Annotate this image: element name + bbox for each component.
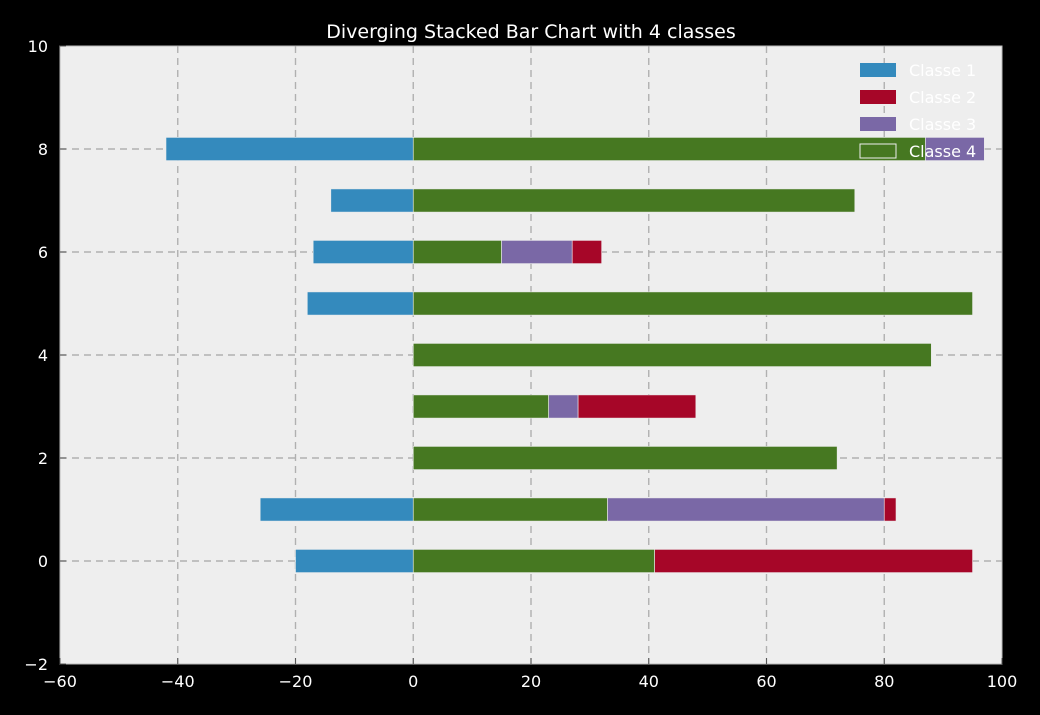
bar-classe-4 bbox=[412, 549, 655, 573]
y-tick-label: 2 bbox=[38, 449, 48, 468]
bar-classe-4 bbox=[412, 343, 932, 367]
y-tick-label: −2 bbox=[24, 655, 48, 674]
bar-classe-3 bbox=[925, 137, 985, 161]
bar-layer bbox=[165, 137, 985, 573]
x-tick-label: 40 bbox=[639, 672, 659, 691]
bar-classe-2 bbox=[654, 549, 973, 573]
x-tick-label: −40 bbox=[161, 672, 195, 691]
bar-classe-1 bbox=[165, 137, 414, 161]
legend-label: Classe 2 bbox=[909, 88, 976, 107]
bar-classe-3 bbox=[607, 497, 885, 522]
x-tick-label: 20 bbox=[521, 672, 541, 691]
y-tick-label: 0 bbox=[38, 552, 48, 571]
y-tick-label: 6 bbox=[38, 243, 48, 262]
bar-classe-4 bbox=[412, 394, 549, 419]
legend-label: Classe 3 bbox=[909, 115, 976, 134]
legend-label: Classe 4 bbox=[909, 142, 976, 161]
bar-classe-1 bbox=[312, 240, 414, 264]
legend: Classe 1 Classe 2 Classe 3 Classe 4 bbox=[859, 61, 976, 161]
bar-classe-3 bbox=[548, 394, 579, 419]
y-tick-label: 8 bbox=[38, 140, 48, 159]
bar-classe-2 bbox=[577, 394, 697, 419]
x-axis: −60 −40 −20 0 20 40 60 80 100 bbox=[43, 658, 1017, 691]
legend-swatch bbox=[860, 117, 896, 131]
x-tick-label: 60 bbox=[756, 672, 776, 691]
legend-label: Classe 1 bbox=[909, 61, 976, 80]
bar-classe-2 bbox=[571, 240, 602, 264]
bar-classe-4 bbox=[412, 291, 973, 316]
bar-classe-4 bbox=[412, 446, 838, 470]
bar-classe-1 bbox=[306, 291, 414, 316]
bar-classe-1 bbox=[330, 188, 414, 213]
bar-classe-2 bbox=[883, 497, 897, 522]
bar-classe-3 bbox=[501, 240, 573, 264]
bar-classe-4 bbox=[412, 497, 608, 522]
y-tick-label: 4 bbox=[38, 346, 48, 365]
legend-swatch bbox=[859, 143, 897, 159]
legend-swatch bbox=[860, 63, 896, 77]
x-tick-label: 100 bbox=[987, 672, 1018, 691]
x-tick-label: −20 bbox=[279, 672, 313, 691]
y-axis: −2 0 2 4 6 8 10 bbox=[24, 37, 66, 674]
legend-swatch bbox=[860, 90, 896, 104]
x-tick-label: −60 bbox=[43, 672, 77, 691]
x-tick-label: 0 bbox=[408, 672, 418, 691]
bar-classe-1 bbox=[259, 497, 414, 522]
bar-classe-1 bbox=[295, 549, 414, 573]
x-tick-label: 80 bbox=[874, 672, 894, 691]
bar-classe-4 bbox=[412, 188, 856, 213]
bar-classe-4 bbox=[412, 137, 926, 161]
y-tick-label: 10 bbox=[28, 37, 48, 56]
chart-title: Diverging Stacked Bar Chart with 4 class… bbox=[326, 21, 736, 43]
bar-classe-4 bbox=[412, 240, 502, 264]
